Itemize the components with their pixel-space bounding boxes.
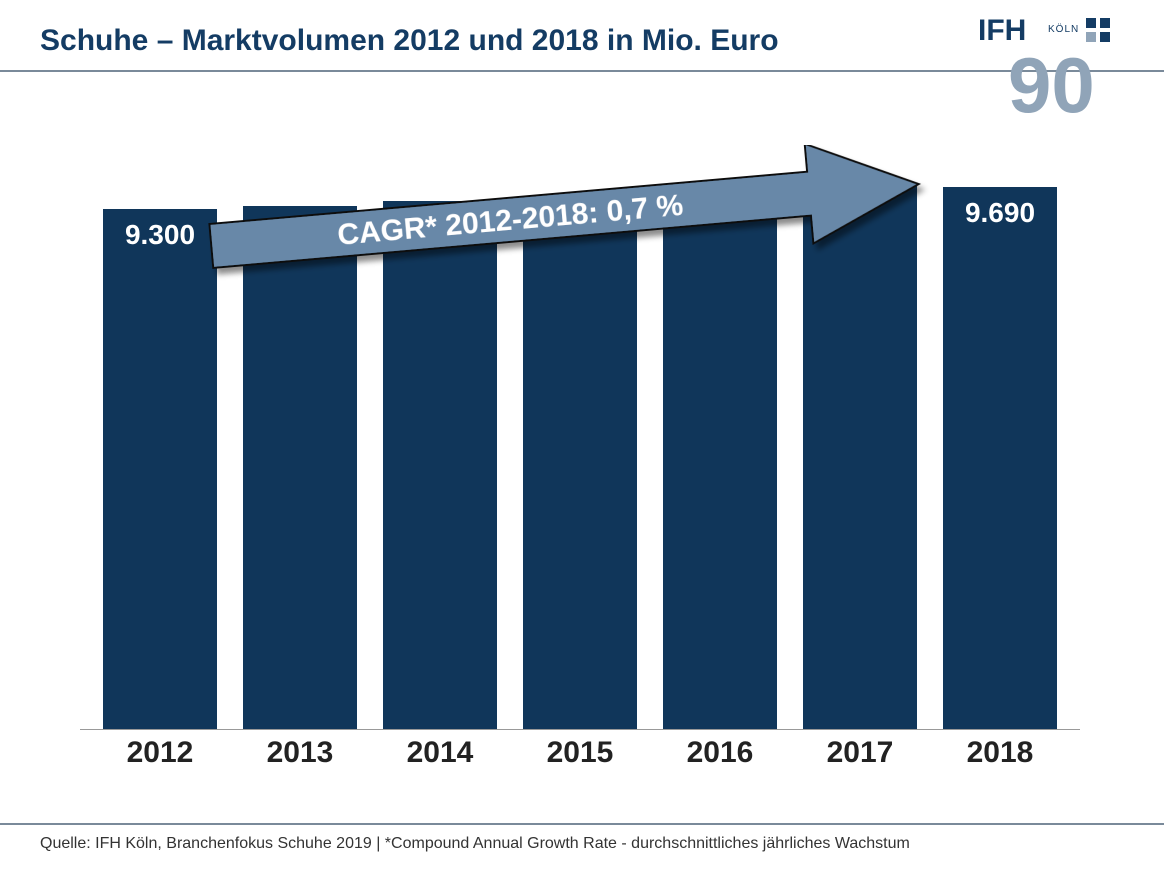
x-label: 2012 [90, 736, 230, 770]
bar-chart: 9.300 9.690 [80, 170, 1080, 730]
bar-wrap [370, 170, 510, 729]
x-label: 2016 [650, 736, 790, 770]
ifh-logo: IFH KÖLN 90 [978, 14, 1128, 124]
bar-value-label: 9.690 [943, 197, 1058, 229]
bar-value-label: 9.300 [103, 219, 218, 251]
bar: 9.300 [103, 209, 218, 729]
bar [663, 193, 778, 729]
bar-wrap: 9.690 [930, 170, 1070, 729]
bar-wrap [650, 170, 790, 729]
logo-sub-text: KÖLN [1048, 23, 1079, 35]
x-label: 2015 [510, 736, 650, 770]
bar: 9.690 [943, 187, 1058, 729]
bar [243, 206, 358, 729]
bar-wrap: 9.300 [90, 170, 230, 729]
bar-wrap [230, 170, 370, 729]
page-title: Schuhe – Marktvolumen 2012 und 2018 in M… [40, 24, 1124, 58]
bar [803, 186, 918, 729]
bar [523, 197, 638, 729]
x-label: 2013 [230, 736, 370, 770]
bar-wrap [510, 170, 650, 729]
footer: Quelle: IFH Köln, Branchenfokus Schuhe 2… [0, 823, 1164, 853]
x-label: 2014 [370, 736, 510, 770]
x-axis-labels: 2012201320142015201620172018 [80, 736, 1080, 770]
bar [383, 201, 498, 729]
logo-number: 90 [1008, 41, 1095, 124]
x-label: 2018 [930, 736, 1070, 770]
bar-wrap [790, 170, 930, 729]
x-label: 2017 [790, 736, 930, 770]
footer-text: Quelle: IFH Köln, Branchenfokus Schuhe 2… [40, 835, 1124, 853]
